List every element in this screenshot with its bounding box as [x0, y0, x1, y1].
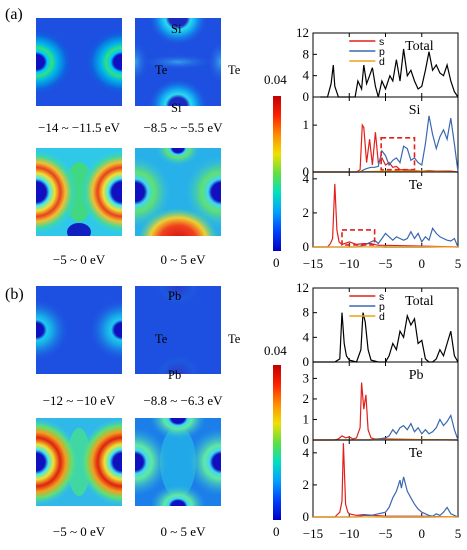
- y-tick-label: 8: [303, 46, 310, 61]
- subplot-label: Te: [409, 178, 423, 193]
- energy-range-b3: −5 ~ 0 eV: [52, 524, 106, 539]
- energy-range-a4: 0 ~ 5 eV: [160, 252, 206, 267]
- y-tick-label: 4: [303, 445, 310, 460]
- series-line-s: [313, 183, 459, 248]
- charge-map-a3: [36, 148, 122, 236]
- x-tick-label: −10: [339, 526, 359, 541]
- y-tick-label: 4: [303, 68, 310, 83]
- colorbar-b-max-label: 0.04: [264, 343, 287, 358]
- x-tick-label: −15: [303, 526, 323, 541]
- charge-map-a1: [36, 18, 122, 106]
- x-tick-label: −5: [379, 256, 393, 271]
- energy-range-b2: −8.8 ~ −6.3 eV: [143, 393, 223, 408]
- energy-range-a3: −5 ~ 0 eV: [52, 252, 106, 267]
- series-line-total: [313, 312, 459, 363]
- series-line-s: [313, 123, 459, 173]
- y-tick-label: 2: [303, 205, 310, 220]
- subplot-label: Total: [405, 39, 434, 54]
- subplot-label: Total: [405, 294, 434, 309]
- y-tick-label: 4: [303, 329, 310, 344]
- legend-label-p: p: [379, 301, 385, 313]
- y-tick-label: 3: [303, 370, 310, 385]
- y-tick-label: 12: [296, 25, 309, 40]
- y-tick-label: 2: [303, 391, 310, 406]
- y-tick-label: 12: [296, 280, 309, 295]
- series-line-p: [313, 476, 459, 518]
- subplot-label: Si: [409, 103, 421, 118]
- atom-label-pb-bottom: Pb: [168, 368, 182, 382]
- subplot-frame: [312, 439, 459, 518]
- series-line-s: [313, 382, 459, 441]
- legend-label-p: p: [379, 46, 385, 58]
- colorbar-a: [273, 96, 281, 251]
- y-tick-label: 0: [303, 509, 310, 524]
- x-tick-label: 5: [455, 526, 462, 541]
- atom-label-pb-top: Pb: [168, 289, 182, 303]
- panel-label-a: (a): [5, 6, 23, 23]
- colorbar-a-max-label: 0.04: [264, 72, 287, 87]
- charge-map-b3: [36, 418, 122, 506]
- highlight-box: [341, 229, 376, 246]
- charge-map-a4: [135, 148, 221, 236]
- energy-range-b4: 0 ~ 5 eV: [160, 524, 206, 539]
- x-tick-label: 5: [455, 256, 462, 271]
- x-tick-label: −5: [379, 526, 393, 541]
- atom-label-te-left-b: Te: [155, 332, 168, 346]
- series-line-s: [313, 443, 459, 518]
- legend-label-s: s: [379, 36, 384, 48]
- y-tick-label: 0: [303, 432, 310, 447]
- atom-label-te-left: Te: [155, 63, 168, 77]
- y-tick-label: 0: [303, 354, 310, 369]
- subplot-frame: [312, 96, 459, 173]
- series-line-total: [320, 48, 459, 98]
- panel-label-b: (b): [5, 286, 24, 303]
- x-tick-label: 0: [419, 526, 426, 541]
- series-line-p: [313, 413, 459, 441]
- atom-label-si-top: Si: [171, 22, 182, 36]
- highlight-box: [380, 136, 416, 171]
- y-tick-label: 1: [303, 411, 310, 426]
- legend-label-s: s: [379, 291, 384, 303]
- atom-label-te-right: Te: [228, 63, 241, 77]
- energy-range-b1: −12 ~ −10 eV: [42, 393, 116, 408]
- legend-label-d: d: [379, 56, 385, 68]
- x-tick-label: −15: [303, 256, 323, 271]
- legend-label-d: d: [379, 311, 385, 323]
- energy-range-a2: −8.5 ~ −5.5 eV: [143, 120, 223, 135]
- colorbar-b: [273, 365, 281, 520]
- y-tick-label: 2: [303, 477, 310, 492]
- y-tick-label: 0: [303, 89, 310, 104]
- charge-map-b2: [135, 286, 221, 374]
- energy-range-a1: −14 ~ −11.5 eV: [38, 120, 120, 135]
- y-tick-label: 0: [303, 239, 310, 254]
- subplot-frame: [312, 171, 459, 248]
- subplot-frame: [312, 287, 459, 363]
- y-tick-label: 0: [303, 164, 310, 179]
- charge-map-b1: [36, 286, 122, 374]
- colorbar-a-min-label: 0: [273, 255, 280, 270]
- atom-label-si-bottom: Si: [171, 101, 182, 115]
- charge-map-a2: [135, 18, 221, 106]
- series-line-p: [313, 226, 459, 248]
- series-line-p: [313, 115, 459, 173]
- atom-label-te-right-b: Te: [228, 332, 241, 346]
- colorbar-b-min-label: 0: [273, 524, 280, 539]
- y-tick-label: 8: [303, 305, 310, 320]
- x-tick-label: 0: [419, 256, 426, 271]
- subplot-label: Pb: [409, 368, 424, 383]
- subplot-label: Te: [409, 446, 423, 461]
- charge-map-b4: [135, 418, 221, 506]
- y-tick-label: 1: [303, 117, 310, 132]
- y-tick-label: 4: [303, 171, 310, 186]
- x-tick-label: −10: [339, 256, 359, 271]
